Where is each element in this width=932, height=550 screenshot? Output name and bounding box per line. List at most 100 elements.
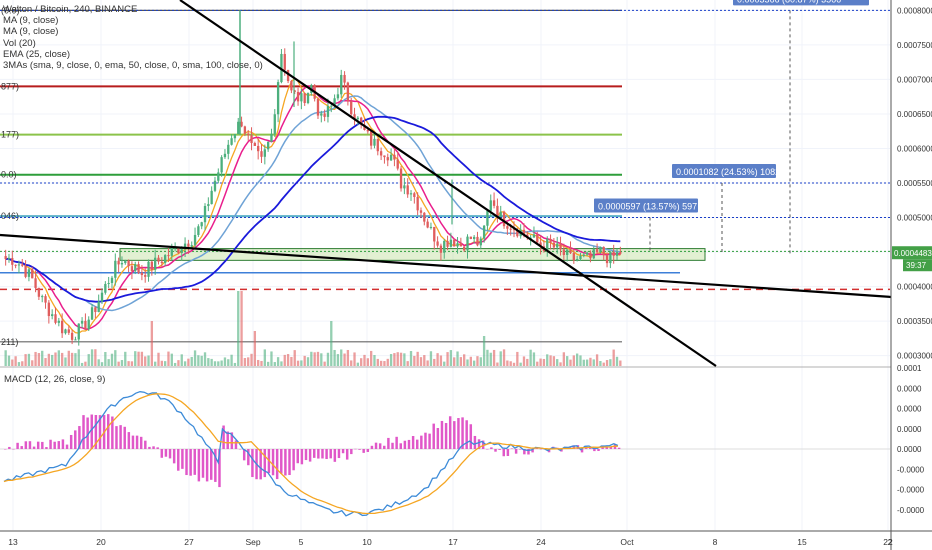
chart-title[interactable]: Walton / Bitcoin, 240, BINANCE — [3, 4, 138, 15]
macd-histogram-bar — [539, 448, 543, 450]
candle-body — [90, 307, 94, 320]
macd-histogram-bar — [605, 446, 608, 449]
candle-body — [290, 81, 293, 91]
volume-bar — [486, 349, 489, 366]
indicator-3[interactable]: EMA (25, close) — [3, 48, 71, 60]
macd-histogram-bar — [395, 436, 398, 449]
volume-bar — [532, 352, 536, 366]
candle-body — [615, 252, 619, 256]
ma-9-orange-line — [5, 77, 621, 334]
macd-histogram-bar — [407, 439, 411, 449]
volume-bar — [386, 358, 389, 366]
macd-label[interactable]: MACD (12, 26, close, 9) — [4, 374, 106, 385]
macd-histogram-bar — [144, 440, 147, 449]
macd-histogram-bar — [444, 423, 448, 449]
volume-bar — [266, 361, 270, 366]
volume-bar — [134, 351, 137, 366]
candle-body — [399, 168, 403, 189]
candle-body — [7, 258, 11, 260]
volume-bar — [333, 349, 336, 366]
candle-body — [77, 323, 80, 340]
candle-body — [443, 240, 446, 253]
volume-bar — [127, 361, 130, 366]
candle-body — [120, 263, 124, 265]
volume-bar — [247, 357, 250, 366]
macd-histogram-bar — [24, 441, 28, 449]
candle-body — [512, 229, 516, 231]
volume-bar — [203, 352, 207, 366]
candle-body — [320, 113, 323, 116]
candle-body — [144, 275, 147, 277]
macd-histogram-bar — [354, 448, 357, 450]
macd-histogram-bar — [45, 447, 48, 449]
volume-bar — [612, 349, 615, 366]
time-tick-label: Oct — [620, 537, 634, 547]
candle-body — [479, 238, 482, 246]
volume-bar — [376, 358, 379, 366]
volume-bar — [459, 357, 463, 366]
candle-body — [84, 320, 87, 330]
price-tick-label: 0.0005000 — [897, 214, 932, 223]
macd-histogram-bar — [57, 441, 61, 449]
candle-body — [283, 53, 286, 70]
volume-bar — [177, 360, 180, 366]
candle-body — [536, 234, 539, 243]
time-tick-label: 20 — [96, 537, 106, 547]
volume-bar — [379, 360, 383, 366]
volume-bar — [217, 361, 220, 366]
macd-histogram-bar — [300, 449, 304, 465]
volume-bar — [320, 353, 323, 366]
candle-body — [439, 245, 443, 253]
volume-bar — [456, 351, 459, 366]
volume-bar — [506, 360, 509, 366]
fib-level-label: 046) — [1, 211, 19, 221]
macd-histogram-bar — [432, 423, 435, 449]
indicator-4[interactable]: 3MAs (sma, 9, close, 0, ema, 50, close, … — [3, 60, 263, 72]
indicator-0[interactable]: MA (9, close) — [3, 15, 59, 27]
indicator-2[interactable]: Vol (20) — [3, 37, 36, 49]
volume-bar — [595, 354, 599, 366]
candle-body — [386, 157, 389, 161]
macd-histogram-bar — [222, 425, 225, 449]
macd-histogram-bar — [8, 446, 11, 449]
candle-body — [403, 185, 406, 189]
macd-histogram-bar — [374, 442, 378, 449]
candle-body — [506, 226, 509, 229]
candle-body — [100, 292, 104, 302]
volume-bar — [615, 356, 619, 366]
macd-histogram-bar — [205, 449, 209, 482]
macd-histogram-bar — [119, 425, 122, 449]
volume-bar — [11, 359, 14, 366]
candle-body — [147, 261, 150, 277]
macd-histogram-bar — [74, 430, 77, 449]
accumulation-box — [119, 248, 706, 261]
volume-bar — [562, 352, 566, 366]
price-tick-label: 0.0007500 — [897, 41, 932, 50]
volume-bar — [187, 358, 190, 366]
macd-tick-label: 0.0001 — [897, 364, 922, 373]
volume-bar — [47, 353, 51, 366]
macd-histogram-bar — [247, 449, 250, 466]
volume-bar — [253, 331, 257, 366]
volume-bar — [243, 358, 247, 366]
macd-tick-label: 0.0000 — [897, 384, 922, 393]
candle-body — [273, 114, 276, 134]
target-label-text: 0.0000597 (13.57%) 597 — [598, 202, 697, 212]
candle-body — [429, 226, 433, 228]
candle-body — [233, 134, 237, 139]
candle-body — [114, 260, 117, 278]
volume-bar — [263, 349, 266, 366]
volume-bar — [84, 361, 87, 366]
volume-bar — [316, 351, 320, 366]
volume-bar — [482, 336, 486, 366]
candle-body — [266, 141, 270, 150]
indicator-1[interactable]: MA (9, close) — [3, 26, 59, 38]
macd-histogram-bar — [288, 449, 291, 476]
volume-bar — [526, 358, 529, 366]
volume-bar — [17, 362, 21, 366]
candle-body — [509, 228, 512, 230]
candle-body — [51, 314, 54, 317]
candle-body — [559, 243, 562, 250]
candle-body — [60, 320, 64, 334]
volume-bar — [369, 350, 373, 366]
